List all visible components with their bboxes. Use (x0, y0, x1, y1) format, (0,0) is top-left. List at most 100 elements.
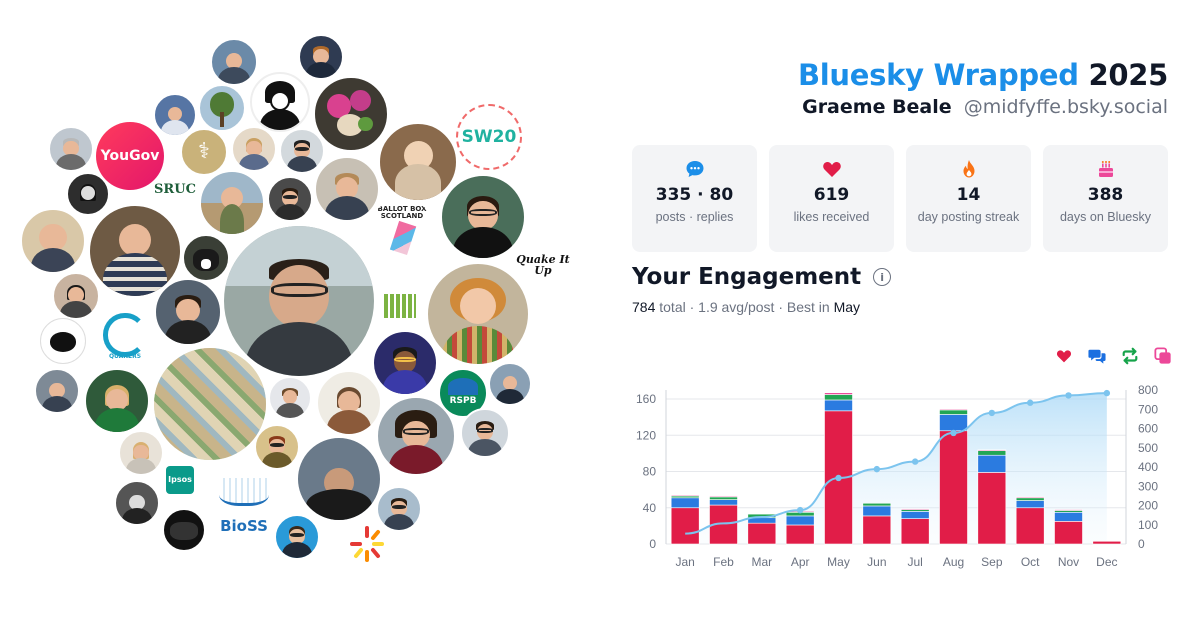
ballot-box-scotland-logo[interactable]: BALLOT BOX SCOTLAND (364, 200, 440, 276)
avatar[interactable] (376, 486, 422, 532)
bar-segment-quotes (670, 494, 700, 497)
bar-segment-replies (939, 414, 968, 432)
stat-label: days on Bluesky (1059, 210, 1152, 224)
repost-icon[interactable] (1121, 347, 1139, 365)
avatar[interactable] (198, 84, 246, 132)
info-icon[interactable]: i (873, 268, 892, 286)
bar-segment-likes (939, 430, 968, 545)
year-label: 2025 (1088, 58, 1168, 92)
bar-segment-quotes (977, 449, 1007, 451)
avatar[interactable] (88, 204, 182, 298)
avatar[interactable] (488, 362, 532, 406)
heart-icon[interactable] (1055, 347, 1073, 365)
avatar[interactable] (52, 272, 100, 320)
stat-label: likes received (793, 210, 870, 224)
cumulative-point (950, 429, 957, 437)
avatar[interactable] (460, 408, 510, 458)
yougov-logo[interactable]: YouGov (96, 122, 164, 190)
display-name: Graeme Beale (802, 96, 952, 118)
avatar-cloud: YouGov ⚕ SW20 SRUC BALLOT BOX SCOTLAND Q… (20, 34, 570, 566)
avatar[interactable] (296, 436, 382, 522)
quakers-logo[interactable]: QUAKERS (98, 308, 152, 362)
y2-tick-label: 300 (1138, 479, 1158, 493)
cumulative-point (835, 474, 842, 482)
x-tick-label: Nov (1058, 555, 1079, 569)
cumulative-point (1103, 389, 1111, 397)
avatar[interactable] (372, 330, 438, 396)
avatar[interactable]: ⚕ (180, 128, 228, 176)
avatar[interactable] (298, 34, 344, 80)
stat-value: 388 (1087, 185, 1124, 205)
avatar[interactable] (279, 128, 325, 174)
bar-segment-reposts (824, 394, 853, 401)
avatar[interactable] (313, 76, 389, 152)
stats-row: 335 · 80 posts · replies 619 likes recei… (632, 145, 1168, 252)
page-title: Bluesky Wrapped 2025 (798, 58, 1168, 92)
y2-tick-label: 0 (1138, 537, 1145, 551)
bars-logo[interactable] (380, 286, 420, 326)
avatar[interactable] (114, 480, 160, 526)
avatar[interactable] (182, 234, 230, 282)
cumulative-point (911, 458, 919, 465)
avatar[interactable] (274, 514, 320, 560)
avatar[interactable] (316, 370, 382, 436)
bar-segment-reposts (1015, 497, 1045, 501)
bar-segment-quotes (709, 495, 738, 498)
bar-segment-replies (709, 499, 738, 506)
avatar[interactable] (66, 172, 110, 216)
avatar[interactable] (267, 176, 313, 222)
avatar[interactable] (154, 278, 222, 346)
avatar[interactable] (40, 318, 86, 364)
avatar[interactable] (48, 126, 94, 172)
y-tick-label: 160 (636, 392, 656, 406)
y2-tick-label: 800 (1138, 383, 1158, 397)
rspb-logo[interactable]: RSPB (440, 370, 486, 416)
reply-icon[interactable] (1088, 347, 1106, 365)
avatar[interactable] (152, 346, 268, 462)
sw20-logo[interactable]: SW20 (456, 104, 522, 170)
heart-icon (822, 159, 842, 179)
cumulative-point (1065, 392, 1072, 399)
bar-segment-reposts (709, 496, 738, 500)
avatar[interactable] (231, 126, 277, 172)
avatar[interactable] (376, 396, 456, 476)
cake-icon (1096, 159, 1116, 179)
avatar[interactable] (268, 376, 312, 420)
avatar[interactable] (210, 38, 258, 86)
x-tick-label: Feb (713, 555, 734, 569)
cumulative-point (988, 409, 996, 417)
cumulative-point (1026, 399, 1034, 406)
avatar[interactable] (378, 122, 458, 202)
avatar[interactable] (20, 208, 86, 274)
quote-icon[interactable] (1154, 347, 1172, 365)
avatar[interactable] (426, 262, 530, 366)
engagement-summary: 784 total · 1.9 avg/post · Best in May (632, 299, 860, 315)
avatar[interactable] (162, 508, 206, 552)
avatar[interactable] (34, 368, 80, 414)
ipsos-logo[interactable]: Ipsos (166, 466, 194, 494)
stat-label: posts · replies (655, 210, 734, 224)
user-handle[interactable]: @midfyffe.bsky.social (963, 96, 1168, 118)
cumulative-line (685, 389, 1111, 535)
sruc-logo[interactable]: SRUC (154, 181, 196, 197)
y-tick-label: 40 (643, 501, 657, 515)
cumulative-point (796, 506, 804, 514)
stat-card-days: 388 days on Bluesky (1043, 145, 1168, 252)
stat-value: 14 (956, 185, 981, 205)
x-tick-label: Jun (867, 555, 886, 569)
avatar[interactable] (84, 368, 150, 434)
engagement-summary-text: total · 1.9 avg/post · Best in (659, 299, 830, 315)
sunburst-logo[interactable] (344, 520, 390, 566)
avatar[interactable] (254, 424, 300, 470)
avatar[interactable] (199, 170, 265, 236)
engagement-best-month: May (833, 299, 861, 315)
avatar[interactable] (118, 430, 164, 476)
avatar[interactable] (440, 174, 526, 260)
avatar[interactable] (314, 156, 380, 222)
bioss-logo[interactable]: BioSS (216, 476, 272, 536)
profile-line: Graeme Beale @midfyffe.bsky.social (798, 96, 1168, 118)
avatar[interactable] (153, 93, 197, 137)
cumulative-point (873, 465, 881, 473)
bar-segment-replies (1015, 500, 1045, 509)
avatar[interactable] (250, 72, 310, 132)
